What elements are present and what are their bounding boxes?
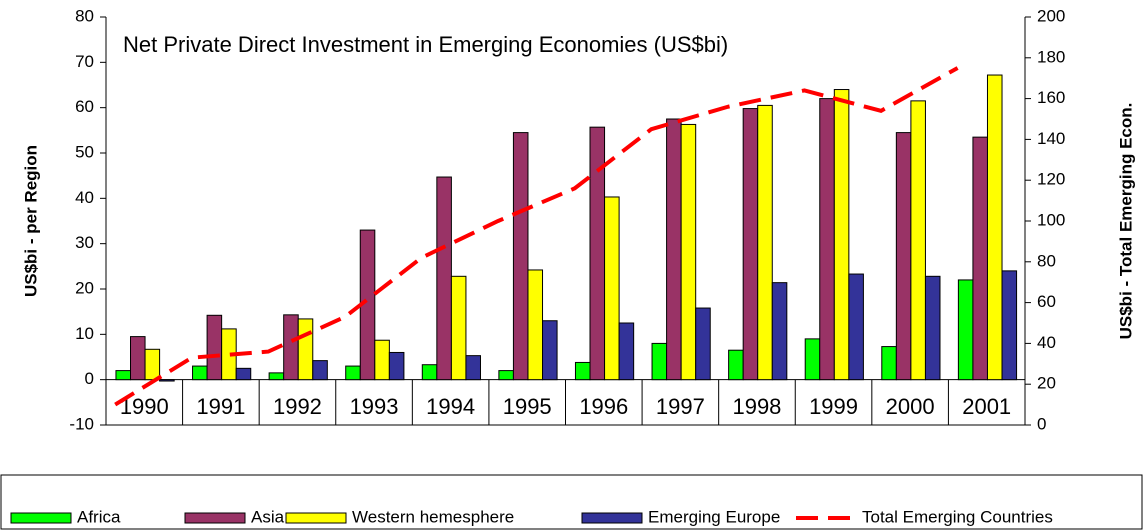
y-tick-label: 80 — [75, 6, 94, 25]
bar — [312, 360, 328, 381]
x-tick-label: 1998 — [732, 394, 781, 419]
bar — [651, 342, 668, 381]
y-axis-label: US$bi - per Region — [21, 145, 40, 297]
bar — [130, 336, 146, 381]
x-tick-label: 1999 — [809, 394, 858, 419]
x-tick-label: 2000 — [886, 394, 935, 419]
line-series — [114, 66, 959, 407]
bar — [695, 307, 711, 381]
y2-tick-label: 40 — [1037, 333, 1056, 352]
bar — [1001, 270, 1018, 381]
y2-tick-label: 80 — [1037, 251, 1056, 270]
legend-swatch — [184, 512, 246, 524]
bar — [666, 118, 682, 381]
bar — [972, 136, 988, 381]
bar — [804, 338, 821, 381]
legend-label: Total Emerging Countries — [862, 507, 1053, 526]
bar — [268, 372, 285, 381]
y2-tick-label: 200 — [1037, 6, 1065, 25]
y2-tick-label: 100 — [1037, 210, 1065, 229]
bar — [618, 322, 635, 381]
bar — [206, 314, 223, 381]
bar — [771, 282, 788, 381]
y2-axis-label: US$bi - Total Emerging Econ. — [1116, 103, 1135, 340]
legend-label: Africa — [77, 507, 121, 526]
y-tick-label: 30 — [75, 233, 94, 252]
x-tick-label: 1992 — [273, 394, 322, 419]
legend-label: Asia — [251, 507, 285, 526]
x-tick-label: 2001 — [962, 394, 1011, 419]
x-tick-label: 1991 — [196, 394, 245, 419]
bar — [924, 275, 941, 381]
bar — [848, 273, 864, 381]
bar — [436, 176, 452, 381]
y-tick-label: 50 — [75, 142, 94, 161]
y2-tick-label: 120 — [1037, 170, 1065, 189]
bar — [819, 98, 835, 381]
bar — [283, 314, 299, 381]
legend-label: Emerging Europe — [648, 507, 780, 526]
y-tick-label: -10 — [69, 414, 94, 433]
bar — [465, 355, 481, 381]
bar — [742, 108, 759, 381]
y-tick-label: 60 — [75, 97, 94, 116]
bar — [421, 364, 438, 381]
x-tick-label: 1995 — [503, 394, 552, 419]
y2-tick-label: 0 — [1037, 414, 1046, 433]
legend-label: Western hemesphere — [352, 507, 514, 526]
legend-swatch — [581, 512, 643, 524]
bar — [604, 196, 620, 381]
y2-tick-label: 160 — [1037, 88, 1065, 107]
y2-tick-label: 180 — [1037, 47, 1065, 66]
x-tick-label: 1993 — [350, 394, 399, 419]
bar — [144, 348, 161, 381]
bar — [159, 379, 175, 382]
bar — [388, 351, 405, 381]
bar — [512, 132, 529, 381]
legend-swatch — [10, 512, 72, 524]
bar — [527, 269, 544, 381]
bar — [192, 365, 208, 381]
y-tick-label: 20 — [75, 278, 94, 297]
bar — [680, 123, 697, 381]
y-tick-label: 10 — [75, 324, 94, 343]
y2-tick-label: 140 — [1037, 129, 1065, 148]
bar — [450, 275, 467, 381]
bar — [910, 100, 926, 381]
x-tick-label: 1994 — [426, 394, 475, 419]
y2-tick-label: 60 — [1037, 292, 1056, 311]
bar — [986, 74, 1003, 381]
x-tick-label: 1997 — [656, 394, 705, 419]
y-tick-label: 0 — [85, 369, 94, 388]
bar — [757, 104, 773, 381]
bar — [881, 346, 897, 381]
bar — [542, 320, 558, 381]
bar — [374, 339, 390, 381]
chart-title: Net Private Direct Investment in Emergin… — [123, 32, 728, 57]
bar — [833, 89, 850, 381]
bar — [235, 367, 252, 381]
bar — [345, 365, 361, 381]
bar — [498, 370, 514, 381]
bar — [297, 318, 314, 381]
x-tick-label: 1996 — [579, 394, 628, 419]
bar — [574, 361, 591, 381]
y-tick-label: 40 — [75, 188, 94, 207]
bar — [895, 132, 912, 381]
bar — [957, 279, 974, 381]
bar — [115, 370, 132, 381]
y-tick-label: 70 — [75, 52, 94, 71]
bar — [728, 349, 744, 381]
legend-swatch — [285, 512, 347, 524]
y2-tick-label: 20 — [1037, 374, 1056, 393]
